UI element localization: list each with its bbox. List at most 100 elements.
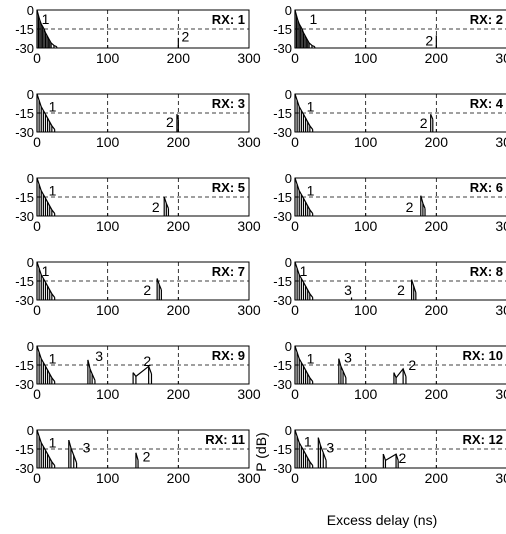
cluster-annotation: 2 — [182, 29, 190, 45]
x-tick-label: 200 — [425, 386, 449, 402]
cluster-annotation: 2 — [425, 32, 433, 48]
y-tick-label: -15 — [273, 190, 292, 205]
cluster-envelope — [36, 261, 56, 298]
y-tick-label: -30 — [15, 41, 34, 56]
x-tick-label: 200 — [167, 218, 191, 234]
panel-label: RX: 4 — [470, 96, 504, 111]
x-tick-label: 300 — [495, 302, 506, 318]
cluster-envelope — [411, 279, 417, 293]
cluster — [132, 365, 153, 384]
cluster-envelope — [420, 195, 426, 209]
y-tick-label: 0 — [27, 339, 34, 354]
x-tick-label: 200 — [425, 134, 449, 150]
y-tick-label: -15 — [15, 442, 34, 457]
cluster — [294, 261, 314, 300]
cluster — [36, 9, 58, 48]
x-tick-label: 100 — [354, 386, 378, 402]
cluster-envelope — [87, 359, 96, 381]
panel-8: 0 100 200 300 0 -15 -30 RX: 8 1 3 2 — [273, 255, 506, 318]
cluster-annotation: 2 — [420, 115, 428, 131]
x-tick-label: 0 — [291, 386, 299, 402]
cluster-envelope — [294, 261, 314, 298]
cluster — [294, 429, 314, 468]
y-tick-label: -30 — [273, 461, 292, 476]
y-tick-label: 0 — [27, 423, 34, 438]
panel-1: 0 100 200 300 0 -15 -30 RX: 1 1 2 — [15, 3, 261, 66]
y-tick-label: 0 — [27, 87, 34, 102]
cluster — [338, 358, 347, 384]
cluster-envelope — [393, 367, 407, 379]
y-tick-label: -15 — [15, 190, 34, 205]
y-tick-label: -15 — [15, 274, 34, 289]
panel-label: RX: 10 — [463, 348, 503, 363]
panel-10: 0 100 200 300 0 -15 -30 RX: 10 1 3 2 — [273, 339, 506, 402]
cluster-envelope — [294, 177, 314, 214]
cluster-envelope — [132, 365, 153, 378]
cluster-annotation: 1 — [307, 351, 315, 367]
x-tick-label: 0 — [33, 470, 41, 486]
x-tick-label: 300 — [495, 134, 506, 150]
cluster-annotation: 2 — [166, 114, 174, 130]
panel-label: RX: 7 — [212, 264, 245, 279]
cluster-annotation: 2 — [143, 353, 151, 369]
x-tick-label: 100 — [354, 470, 378, 486]
cluster-annotation: 3 — [95, 348, 103, 364]
cluster-envelope — [294, 345, 314, 382]
cluster — [317, 437, 327, 468]
y-tick-label: 0 — [27, 255, 34, 270]
y-tick-label: -30 — [15, 461, 34, 476]
cluster-annotation: 2 — [143, 282, 151, 298]
x-tick-label: 300 — [237, 470, 261, 486]
x-tick-label: 0 — [291, 302, 299, 318]
y-tick-label: -15 — [15, 22, 34, 37]
y-tick-label: 0 — [285, 171, 292, 186]
cluster-envelope — [317, 437, 327, 461]
cluster-annotation: 1 — [49, 351, 57, 367]
x-tick-label: 200 — [425, 50, 449, 66]
x-tick-label: 0 — [33, 134, 41, 150]
cluster-envelope — [36, 429, 56, 466]
cluster-annotation: 2 — [152, 199, 160, 215]
cluster — [176, 114, 179, 132]
x-tick-label: 0 — [291, 134, 299, 150]
panel-9: 0 100 200 300 0 -15 -30 RX: 9 1 3 2 — [15, 339, 261, 402]
y-tick-label: -15 — [273, 22, 292, 37]
x-tick-label: 0 — [33, 302, 41, 318]
cluster-envelope — [430, 114, 434, 120]
y-axis-label: P (dB) — [253, 432, 269, 471]
cluster-envelope — [135, 452, 139, 461]
y-tick-label: 0 — [27, 3, 34, 18]
x-tick-label: 200 — [425, 302, 449, 318]
cluster-annotation: 1 — [42, 263, 50, 279]
y-tick-label: -30 — [273, 41, 292, 56]
cluster — [382, 453, 399, 468]
x-tick-label: 300 — [237, 134, 261, 150]
cluster — [163, 196, 170, 216]
cluster — [87, 359, 96, 384]
cluster-envelope — [36, 93, 56, 130]
y-tick-label: -15 — [15, 106, 34, 121]
cluster — [411, 279, 417, 300]
cluster-annotation: 1 — [42, 11, 50, 27]
panel-label: RX: 6 — [470, 180, 503, 195]
x-tick-label: 100 — [96, 218, 120, 234]
cluster-envelope — [156, 278, 162, 291]
panel-12: 0 100 200 300 0 -15 -30 RX: 12 13 2 — [273, 423, 506, 486]
cluster-annotation: 3 — [344, 282, 352, 298]
y-tick-label: 0 — [285, 3, 292, 18]
cluster-annotation: 1 — [307, 99, 315, 115]
y-tick-label: -30 — [273, 293, 292, 308]
cluster-annotation: 1 — [309, 11, 317, 27]
x-tick-label: 100 — [96, 386, 120, 402]
cluster — [36, 177, 56, 216]
x-tick-label: 200 — [425, 218, 449, 234]
x-tick-label: 0 — [291, 470, 299, 486]
panel-5: 0 100 200 300 0 -15 -30 RX: 5 1 2 — [15, 171, 261, 234]
x-tick-label: 300 — [495, 386, 506, 402]
x-tick-label: 300 — [237, 218, 261, 234]
y-tick-label: -30 — [15, 125, 34, 140]
cluster-annotation: 1 — [300, 263, 308, 279]
cluster — [294, 177, 314, 216]
panel-label: RX: 9 — [212, 348, 245, 363]
